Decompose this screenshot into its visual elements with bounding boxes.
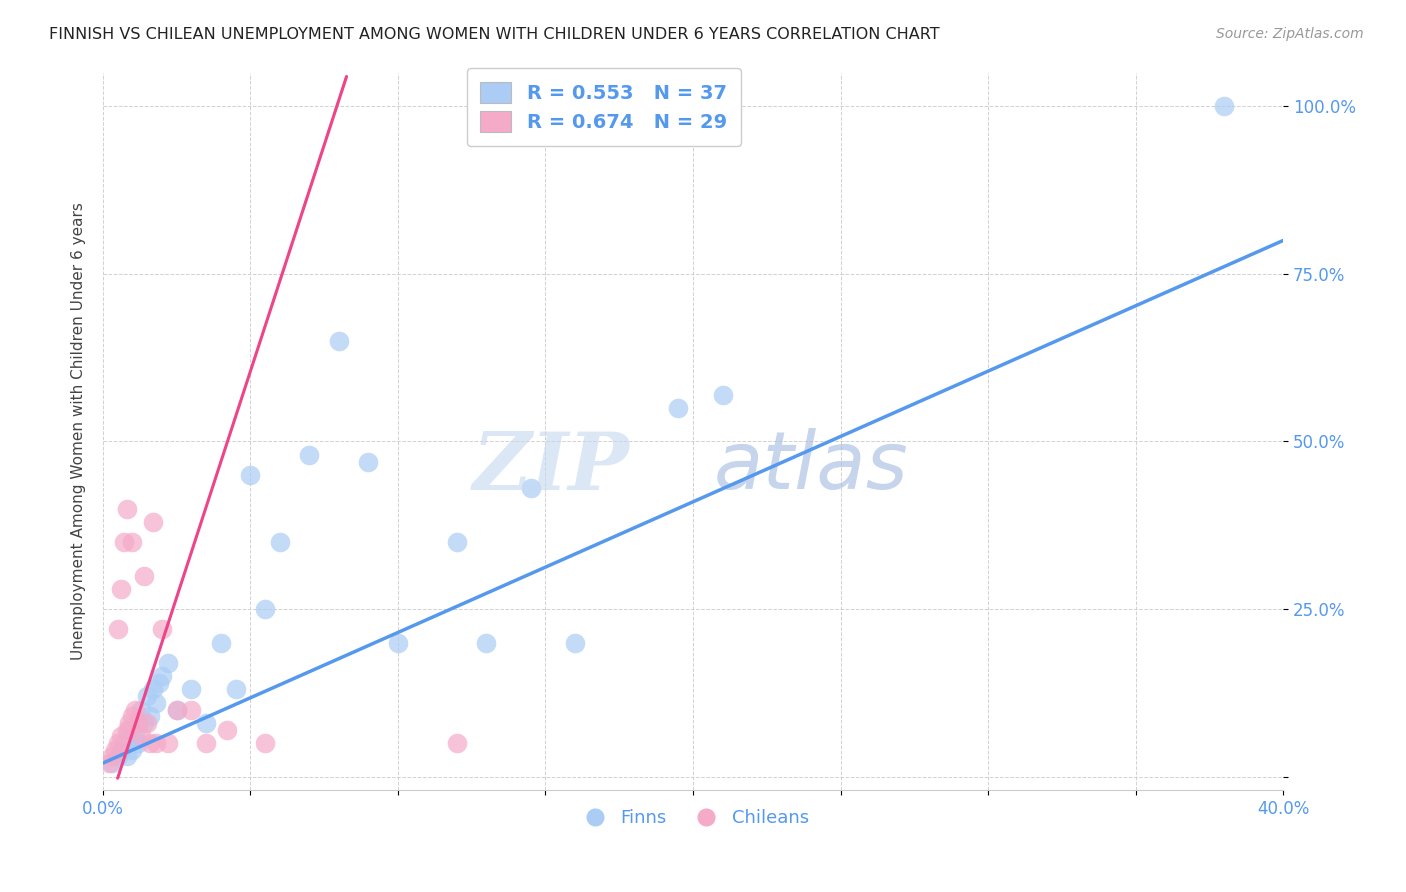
Point xyxy=(475,635,498,649)
Point xyxy=(129,702,152,716)
Point xyxy=(209,635,232,649)
Point xyxy=(118,715,141,730)
Point xyxy=(145,696,167,710)
Point xyxy=(166,702,188,716)
Point xyxy=(150,669,173,683)
Point xyxy=(1213,99,1236,113)
Point xyxy=(100,756,122,771)
Point xyxy=(112,535,135,549)
Point xyxy=(142,515,165,529)
Point xyxy=(180,682,202,697)
Point xyxy=(104,742,127,756)
Point xyxy=(129,729,152,743)
Point xyxy=(115,723,138,737)
Point xyxy=(148,675,170,690)
Point xyxy=(564,635,586,649)
Point xyxy=(97,756,120,771)
Point xyxy=(225,682,247,697)
Point xyxy=(446,535,468,549)
Point xyxy=(107,622,129,636)
Point xyxy=(100,749,122,764)
Legend: Finns, Chileans: Finns, Chileans xyxy=(569,802,815,835)
Text: ZIP: ZIP xyxy=(472,428,630,506)
Point xyxy=(711,387,734,401)
Point xyxy=(127,736,149,750)
Point xyxy=(666,401,689,415)
Point xyxy=(328,334,350,348)
Point xyxy=(254,736,277,750)
Point xyxy=(134,715,156,730)
Point xyxy=(166,702,188,716)
Point xyxy=(139,736,162,750)
Point xyxy=(115,749,138,764)
Point xyxy=(215,723,238,737)
Point xyxy=(121,742,143,756)
Y-axis label: Unemployment Among Women with Children Under 6 years: Unemployment Among Women with Children U… xyxy=(72,202,86,660)
Point xyxy=(180,702,202,716)
Point xyxy=(254,602,277,616)
Point xyxy=(150,622,173,636)
Point xyxy=(136,689,159,703)
Point xyxy=(112,736,135,750)
Point xyxy=(156,736,179,750)
Point xyxy=(121,709,143,723)
Point xyxy=(195,736,218,750)
Point xyxy=(239,468,262,483)
Point xyxy=(142,682,165,697)
Text: FINNISH VS CHILEAN UNEMPLOYMENT AMONG WOMEN WITH CHILDREN UNDER 6 YEARS CORRELAT: FINNISH VS CHILEAN UNEMPLOYMENT AMONG WO… xyxy=(49,27,939,42)
Point xyxy=(145,736,167,750)
Point xyxy=(387,635,409,649)
Point xyxy=(134,568,156,582)
Point xyxy=(124,702,146,716)
Point xyxy=(110,742,132,756)
Point xyxy=(124,729,146,743)
Point xyxy=(110,729,132,743)
Text: atlas: atlas xyxy=(714,428,908,507)
Point xyxy=(446,736,468,750)
Point xyxy=(110,582,132,596)
Point xyxy=(136,715,159,730)
Point xyxy=(195,715,218,730)
Point xyxy=(118,723,141,737)
Point xyxy=(298,448,321,462)
Point xyxy=(139,709,162,723)
Point xyxy=(357,454,380,468)
Point xyxy=(156,656,179,670)
Point xyxy=(107,736,129,750)
Point xyxy=(107,749,129,764)
Point xyxy=(269,535,291,549)
Point xyxy=(519,482,541,496)
Point xyxy=(127,715,149,730)
Text: Source: ZipAtlas.com: Source: ZipAtlas.com xyxy=(1216,27,1364,41)
Point xyxy=(121,535,143,549)
Point xyxy=(115,501,138,516)
